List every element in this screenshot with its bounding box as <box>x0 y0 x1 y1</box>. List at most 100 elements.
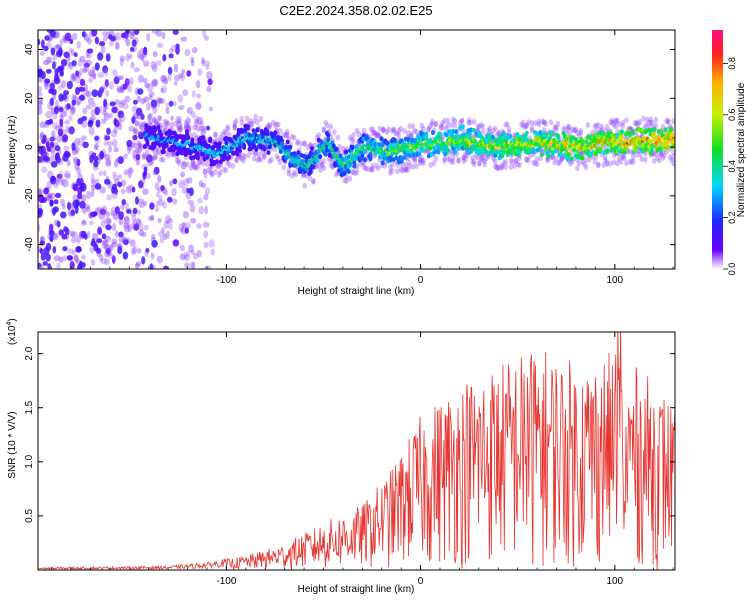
heatmap-cell <box>164 189 169 197</box>
heatmap-cell <box>89 247 95 254</box>
heatmap-cell <box>299 140 304 147</box>
heatmap-cell <box>217 144 222 150</box>
heatmap-cell <box>44 35 50 41</box>
heatmap-cell <box>185 161 190 168</box>
heatmap-cell <box>75 199 80 207</box>
heatmap-cell <box>543 120 549 127</box>
heatmap-cell <box>459 117 465 124</box>
heatmap-cell <box>169 151 174 158</box>
heatmap-cell <box>452 122 458 129</box>
heatmap-cell <box>529 125 535 132</box>
heatmap-cell <box>67 201 72 211</box>
heatmap-cell <box>508 164 514 170</box>
heatmap-cell <box>396 146 400 150</box>
heatmap-cell <box>76 96 82 105</box>
heatmap-cell <box>45 253 51 262</box>
heatmap-cell <box>201 125 206 132</box>
heatmap-cell <box>508 157 514 164</box>
heatmap-cell <box>610 119 615 126</box>
heatmap-cell <box>43 45 49 52</box>
heatmap-cell <box>98 212 106 220</box>
heatmap-cell <box>137 219 142 226</box>
heatmap-cell <box>196 116 204 125</box>
heatmap-cell <box>276 155 281 162</box>
heatmap-cell <box>99 208 107 215</box>
heatmap-cell <box>452 149 457 155</box>
heatmap-cell <box>246 125 251 131</box>
heatmap-cell <box>109 112 114 119</box>
heatmap-cell <box>265 129 270 134</box>
heatmap-cell <box>273 130 278 136</box>
heatmap-cell <box>86 205 91 213</box>
heatmap-cell <box>610 117 615 124</box>
heatmap-cell <box>347 134 353 141</box>
heatmap-cell <box>431 130 435 136</box>
heatmap-cell <box>555 160 561 167</box>
heatmap-cell <box>246 152 251 158</box>
heatmap-cell <box>181 160 187 167</box>
heatmap-cell <box>500 162 505 169</box>
heatmap-cell <box>668 127 673 133</box>
heatmap-cell <box>153 166 160 175</box>
heatmap-cell <box>117 246 123 255</box>
heatmap-cell <box>234 118 239 124</box>
heatmap-cell <box>40 131 45 140</box>
heatmap-cell <box>269 156 274 163</box>
heatmap-cell <box>653 122 659 129</box>
heatmap-cell <box>190 159 195 166</box>
heatmap-cell <box>547 145 551 149</box>
heatmap-cell <box>125 185 132 194</box>
heatmap-cell <box>92 156 99 161</box>
heatmap-cell <box>102 210 108 216</box>
heatmap-cell <box>195 163 201 170</box>
heatmap-cell <box>381 126 386 133</box>
heatmap-cell <box>630 130 635 136</box>
heatmap-cell <box>225 124 230 131</box>
heatmap-cell <box>568 160 573 167</box>
heatmap-cell <box>85 191 92 200</box>
heatmap-cell <box>487 141 491 145</box>
heatmap-cell <box>169 121 174 128</box>
heatmap-cell <box>201 59 206 67</box>
heatmap-cell <box>479 122 484 129</box>
heatmap-cell <box>42 134 47 143</box>
heatmap-cell <box>107 181 113 189</box>
heatmap-cell <box>87 97 95 105</box>
heatmap-cell <box>104 216 111 225</box>
heatmap-cell <box>180 72 185 82</box>
heatmap-cell <box>156 97 163 103</box>
heatmap-cell <box>377 125 382 132</box>
heatmap-cell <box>347 175 353 182</box>
heatmap-cell <box>73 254 80 263</box>
heatmap-cell <box>152 51 158 58</box>
heatmap-cell <box>375 165 381 172</box>
heatmap-cell <box>190 162 195 169</box>
heatmap-cell <box>210 146 215 151</box>
heatmap-cell <box>151 264 156 269</box>
heatmap-cell <box>60 211 67 219</box>
heatmap-cell <box>138 180 144 188</box>
heatmap-cell <box>113 106 119 114</box>
heatmap-cell <box>71 72 77 79</box>
heatmap-cell <box>566 123 571 130</box>
heatmap-cell <box>617 155 622 162</box>
heatmap-cell <box>472 158 477 165</box>
heatmap-cell <box>141 256 146 265</box>
heatmap-cell <box>176 118 181 125</box>
heatmap-cell <box>480 128 486 135</box>
heatmap-cell <box>62 94 70 103</box>
heatmap-cell <box>379 146 383 150</box>
heatmap-cell <box>80 194 87 202</box>
heatmap-cell <box>412 157 417 164</box>
heatmap-cell <box>161 149 166 155</box>
heatmap-cell <box>97 226 103 235</box>
heatmap-cell <box>180 36 187 42</box>
y-tick-label: 20 <box>24 92 35 104</box>
heatmap-cell <box>133 67 140 73</box>
heatmap-cell <box>255 156 260 163</box>
heatmap-cell <box>59 170 63 179</box>
heatmap-cell <box>449 122 454 128</box>
heatmap-cell <box>123 216 131 225</box>
heatmap-cell <box>318 154 323 160</box>
heatmap-cell <box>556 133 561 139</box>
